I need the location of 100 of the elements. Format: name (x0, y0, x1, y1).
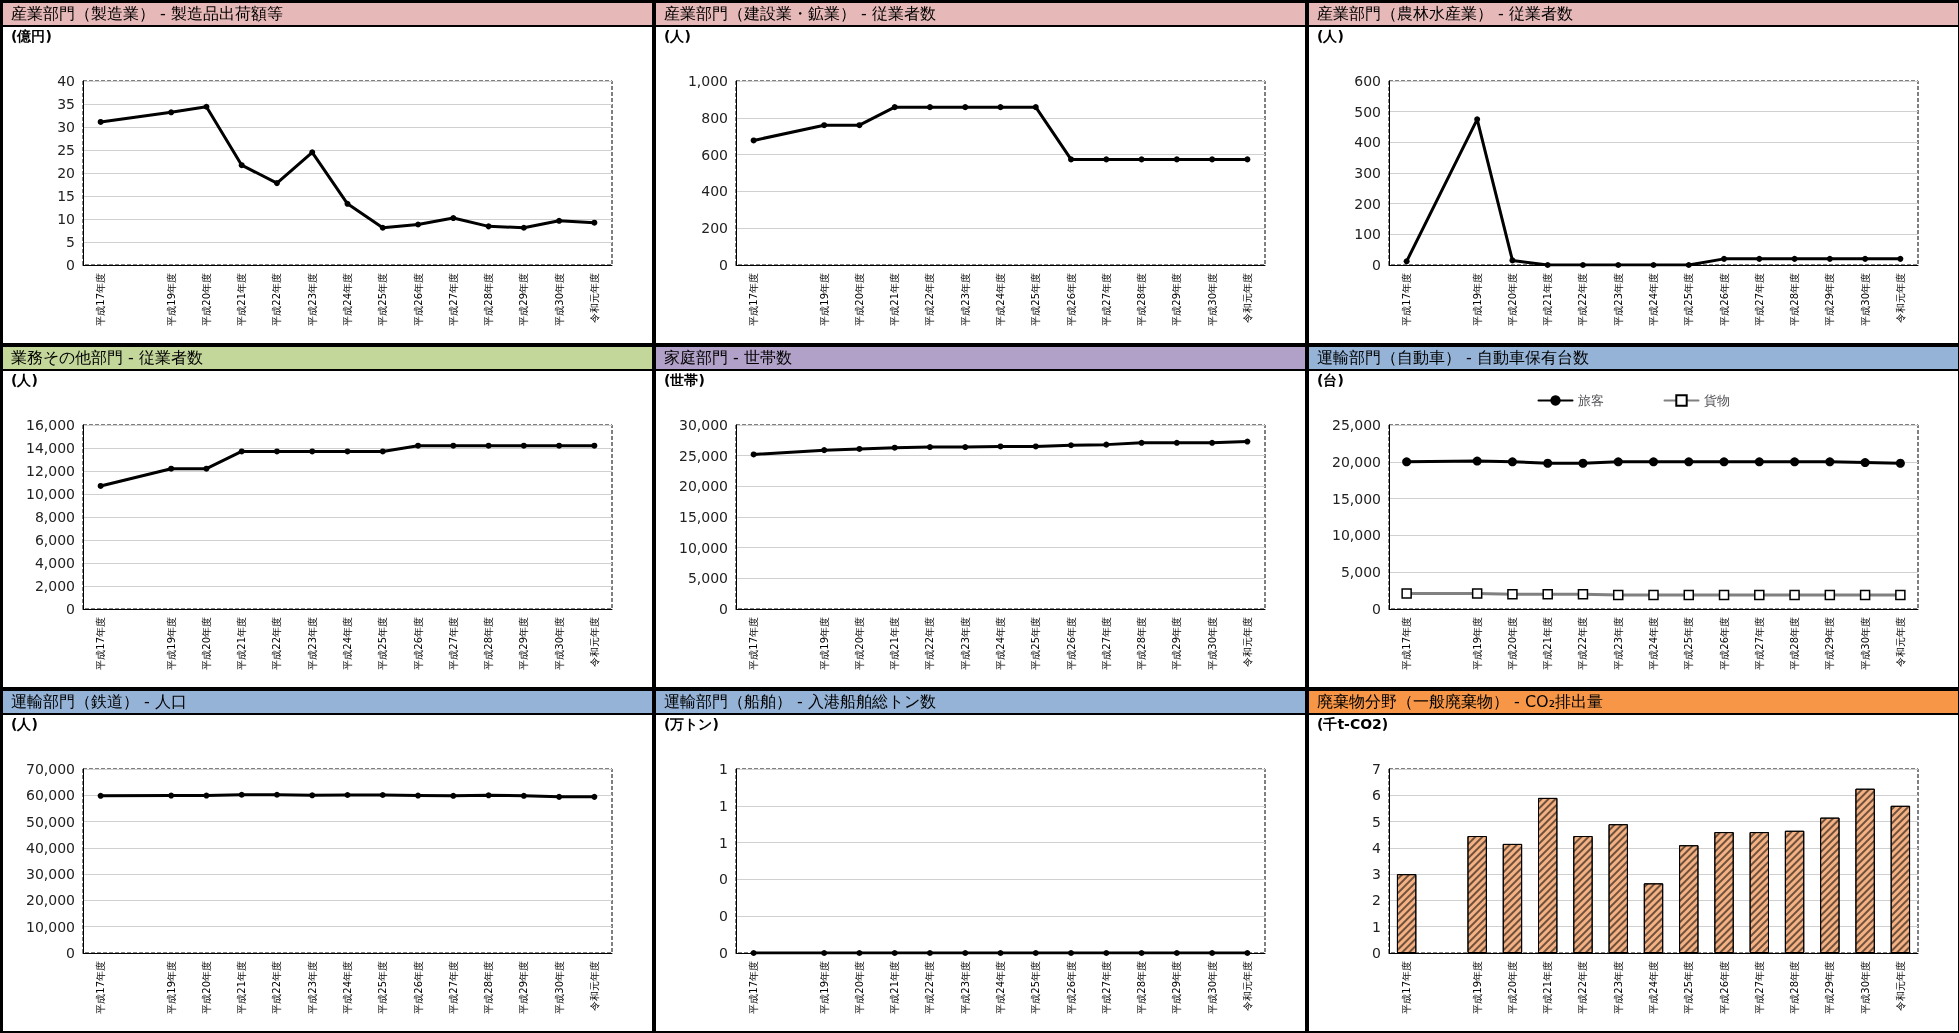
y-tick-label: 60,000 (26, 787, 75, 804)
y-tick-label: 4 (1372, 839, 1382, 856)
chart-title: 運輸部門（自動車） - 自動車保有台数 (1309, 347, 1958, 371)
x-tick-label: 平成25年度 (1030, 617, 1042, 670)
x-tick-label: 平成28年度 (483, 961, 495, 1014)
x-tick-label: 平成29年度 (1171, 617, 1183, 670)
x-tick-label: 平成26年度 (1718, 961, 1730, 1014)
x-tick-label: 平成17年度 (95, 961, 107, 1014)
x-tick-label: 平成27年度 (1753, 617, 1765, 670)
x-tick-label: 平成25年度 (377, 617, 389, 670)
x-tick-label: 平成22年度 (271, 961, 283, 1014)
chart-title: 業務その他部門 - 従業者数 (3, 347, 652, 371)
x-tick-label: 平成22年度 (1577, 273, 1589, 326)
x-tick-label: 平成17年度 (748, 961, 760, 1014)
x-tick-label: 平成23年度 (306, 961, 318, 1014)
x-tick-label: 平成30年度 (1859, 961, 1871, 1014)
x-tick-label: 平成21年度 (889, 617, 901, 670)
x-tick-label: 平成29年度 (518, 273, 530, 326)
legend-label: 旅客 (1577, 393, 1604, 408)
x-tick-label: 平成23年度 (959, 273, 971, 326)
y-tick-label: 0 (66, 601, 75, 617)
x-tick-label: 平成20年度 (853, 961, 865, 1014)
y-tick-label: 0 (66, 257, 75, 273)
y-tick-label: 25,000 (1332, 417, 1381, 433)
x-tick-label: 平成30年度 (1206, 617, 1218, 670)
x-tick-label: 平成24年度 (342, 617, 353, 670)
x-tick-label: 平成21年度 (1542, 273, 1554, 326)
y-tick-label: 30,000 (26, 866, 75, 883)
y-tick-label: 15 (57, 188, 75, 204)
x-tick-label: 平成27年度 (447, 961, 459, 1014)
x-tick-label: 平成27年度 (1753, 961, 1765, 1014)
x-tick-label: 平成29年度 (1824, 273, 1836, 326)
y-tick-label: 5,000 (687, 570, 728, 587)
x-tick-label: 平成23年度 (1612, 961, 1624, 1014)
x-tick-label: 平成19年度 (1471, 273, 1483, 326)
y-tick-label: 2 (1372, 892, 1381, 909)
x-tick-label: 平成20年度 (853, 617, 865, 670)
y-tick-label: 0 (1372, 945, 1381, 961)
x-tick-label: 令和元年度 (1894, 617, 1906, 667)
x-tick-label: 平成20年度 (200, 961, 212, 1014)
chart-title: 運輸部門（船舶） - 入港船舶総トン数 (656, 691, 1305, 715)
x-tick-label: 平成24年度 (995, 273, 1006, 326)
y-tick-label: 35 (57, 96, 75, 112)
x-tick-label: 平成17年度 (95, 273, 107, 326)
y-tick-label: 7 (1372, 761, 1381, 777)
y-tick-label: 4,000 (34, 555, 75, 571)
x-tick-label: 平成17年度 (748, 273, 760, 326)
x-tick-label: 平成24年度 (995, 617, 1006, 670)
x-tick-label: 令和元年度 (1241, 273, 1253, 323)
x-tick-label: 平成23年度 (306, 617, 318, 670)
y-tick-label: 25 (57, 142, 75, 158)
x-tick-label: 平成30年度 (1859, 273, 1871, 326)
x-tick-label: 令和元年度 (1894, 273, 1906, 323)
x-tick-label: 平成21年度 (1542, 961, 1554, 1014)
y-tick-label: 1 (719, 834, 728, 851)
x-tick-label: 平成23年度 (1612, 617, 1624, 670)
x-tick-label: 平成19年度 (165, 961, 177, 1014)
x-tick-label: 平成24年度 (342, 961, 353, 1014)
x-tick-label: 平成19年度 (1471, 617, 1483, 670)
x-tick-label: 平成29年度 (518, 617, 530, 670)
y-tick-label: 12,000 (26, 463, 75, 479)
y-axis-title: (台) (1316, 371, 1345, 389)
x-tick-label: 平成21年度 (236, 961, 248, 1014)
y-tick-label: 0 (719, 908, 728, 925)
x-tick-label: 平成23年度 (959, 961, 971, 1014)
y-tick-label: 15,000 (1332, 490, 1381, 507)
y-tick-label: 5 (1372, 813, 1381, 830)
x-tick-label: 平成24年度 (995, 961, 1006, 1014)
y-axis-title: (億円) (10, 27, 53, 45)
y-axis-title: (万トン) (663, 715, 720, 733)
x-tick-label: 平成26年度 (412, 617, 424, 670)
y-tick-label: 16,000 (26, 417, 75, 433)
y-tick-label: 1 (719, 761, 728, 777)
y-tick-label: 0 (719, 601, 728, 617)
y-tick-label: 40 (57, 73, 75, 89)
chart-title: 産業部門（製造業） - 製造品出荷額等 (3, 3, 652, 27)
y-tick-label: 100 (1354, 226, 1381, 243)
y-tick-label: 1,000 (687, 73, 728, 89)
x-tick-label: 令和元年度 (588, 617, 600, 667)
y-tick-label: 15,000 (679, 509, 728, 525)
x-tick-label: 平成25年度 (1030, 273, 1042, 326)
y-tick-label: 600 (701, 146, 728, 163)
x-tick-label: 平成22年度 (1577, 961, 1589, 1014)
y-tick-label: 300 (1354, 165, 1381, 181)
x-tick-label: 平成28年度 (1789, 617, 1801, 670)
x-tick-label: 平成25年度 (377, 961, 389, 1014)
y-tick-label: 0 (719, 871, 728, 888)
x-tick-label: 平成28年度 (1789, 273, 1801, 326)
x-tick-label: 平成19年度 (818, 617, 830, 670)
y-tick-label: 0 (1372, 601, 1381, 617)
y-tick-label: 40,000 (26, 839, 75, 856)
x-tick-label: 平成26年度 (1718, 273, 1730, 326)
y-tick-label: 1 (719, 797, 728, 814)
y-tick-label: 30 (57, 119, 75, 135)
x-tick-label: 平成22年度 (271, 617, 283, 670)
x-tick-label: 平成17年度 (748, 617, 760, 670)
y-axis-title: (世帯) (663, 371, 706, 389)
y-tick-label: 0 (66, 945, 75, 961)
x-tick-label: 平成25年度 (1683, 961, 1695, 1014)
y-tick-label: 0 (1372, 257, 1381, 273)
